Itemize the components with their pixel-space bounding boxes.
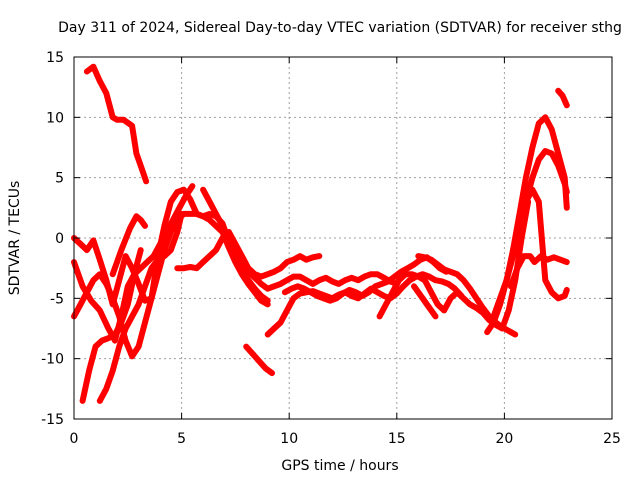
series-line-track-k	[264, 271, 465, 338]
tick-labels: 0 5 10 15 20 25 -15 -10 -5 0 5 10 15	[41, 50, 621, 447]
series-line-track-s	[555, 87, 570, 109]
series-line-track-r	[510, 186, 570, 302]
series-line-track-t	[411, 283, 439, 320]
series-line-track-p	[490, 148, 570, 320]
y-tick-label: 0	[55, 231, 64, 247]
x-tick-label: 0	[70, 431, 79, 447]
plot-series	[71, 63, 570, 404]
series-line-track-b	[243, 343, 275, 377]
axis-ticks	[73, 56, 613, 420]
y-tick-label: -10	[41, 352, 64, 368]
series-line-track-f	[79, 247, 144, 404]
x-tick-label: 15	[388, 431, 406, 447]
series-line-track-a	[83, 63, 150, 185]
series-line-track-n	[415, 253, 519, 338]
series-line-track-c	[71, 210, 271, 360]
x-tick-label: 5	[177, 431, 186, 447]
y-tick-label: 5	[55, 171, 64, 187]
y-tick-label: 15	[46, 50, 64, 66]
x-tick-label: 25	[603, 431, 621, 447]
series-line-track-j	[200, 186, 400, 292]
series-line-track-g	[96, 210, 185, 404]
series-line-track-q	[507, 253, 570, 290]
x-axis-label: GPS time / hours	[281, 458, 398, 474]
series-line-track-l	[281, 254, 450, 304]
y-axis-label: SDTVAR / TECUs	[7, 181, 23, 296]
x-tick-label: 10	[280, 431, 298, 447]
series-line-track-m	[376, 198, 532, 332]
series-line-track-h	[109, 213, 148, 278]
y-tick-label: 10	[46, 110, 64, 126]
x-tick-label: 20	[495, 431, 513, 447]
grid	[74, 57, 612, 419]
y-tick-label: -5	[50, 291, 64, 307]
y-tick-label: -15	[41, 412, 64, 428]
chart-title: Day 311 of 2024, Sidereal Day-to-day VTE…	[58, 20, 622, 36]
